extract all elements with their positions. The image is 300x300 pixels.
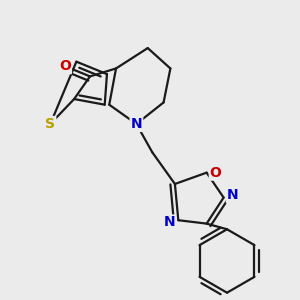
Text: O: O — [59, 59, 71, 73]
Text: N: N — [130, 117, 142, 131]
Text: S: S — [45, 117, 55, 131]
Text: N: N — [164, 215, 175, 230]
Text: N: N — [227, 188, 239, 202]
Text: O: O — [210, 166, 222, 180]
